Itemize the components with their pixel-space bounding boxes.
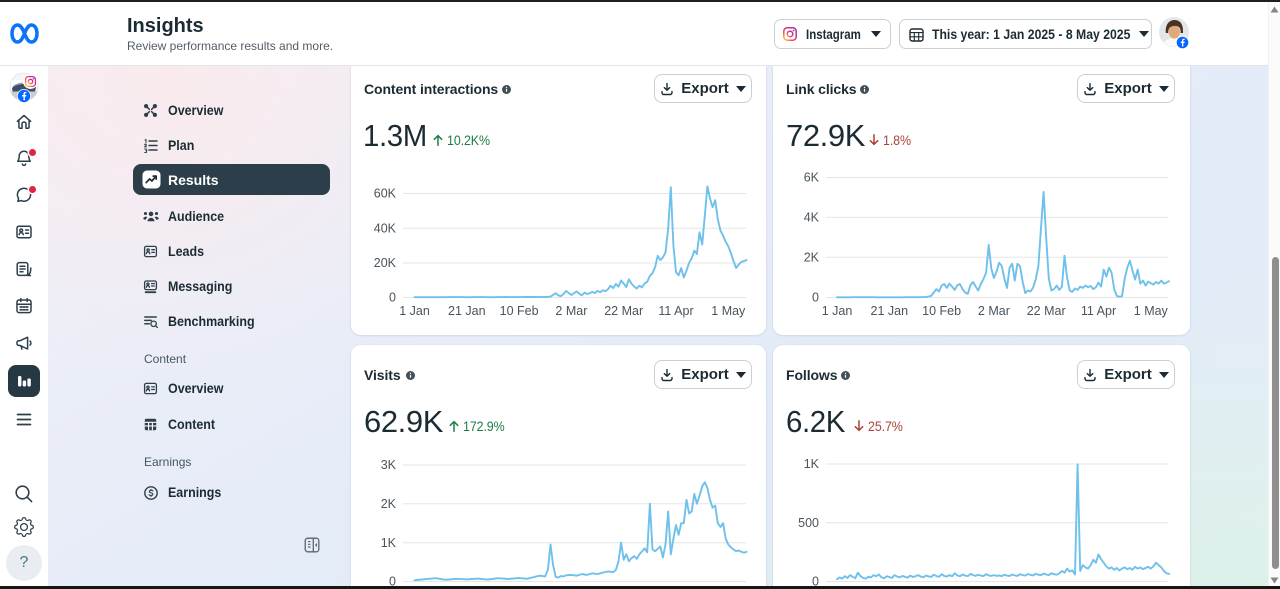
svg-text:22 Mar: 22 Mar <box>604 304 643 318</box>
svg-text:0: 0 <box>389 575 396 586</box>
svg-text:0: 0 <box>812 291 819 305</box>
svg-text:1 Jan: 1 Jan <box>399 304 430 318</box>
svg-text:40K: 40K <box>374 222 397 236</box>
svg-text:1K: 1K <box>804 457 820 471</box>
svg-text:0: 0 <box>389 291 396 305</box>
svg-text:1 May: 1 May <box>1134 304 1169 318</box>
svg-text:3K: 3K <box>381 458 397 472</box>
svg-text:10 Feb: 10 Feb <box>922 304 961 318</box>
svg-text:1 May: 1 May <box>711 304 746 318</box>
svg-text:4K: 4K <box>804 211 820 225</box>
svg-text:21 Jan: 21 Jan <box>448 304 486 318</box>
svg-text:2 Mar: 2 Mar <box>978 304 1010 318</box>
svg-text:2 Mar: 2 Mar <box>555 304 587 318</box>
svg-text:1 Jan: 1 Jan <box>822 304 853 318</box>
svg-text:60K: 60K <box>374 187 397 201</box>
svg-text:0: 0 <box>812 575 819 586</box>
svg-text:11 Apr: 11 Apr <box>658 304 693 318</box>
svg-text:500: 500 <box>798 516 819 530</box>
svg-text:2K: 2K <box>804 251 820 265</box>
svg-text:6K: 6K <box>804 171 820 185</box>
svg-text:20K: 20K <box>374 256 397 270</box>
svg-text:10 Feb: 10 Feb <box>500 304 539 318</box>
svg-text:1K: 1K <box>381 536 397 550</box>
svg-text:2K: 2K <box>381 497 397 511</box>
svg-text:22 Mar: 22 Mar <box>1027 304 1066 318</box>
svg-text:11 Apr: 11 Apr <box>1081 304 1116 318</box>
svg-text:21 Jan: 21 Jan <box>871 304 909 318</box>
